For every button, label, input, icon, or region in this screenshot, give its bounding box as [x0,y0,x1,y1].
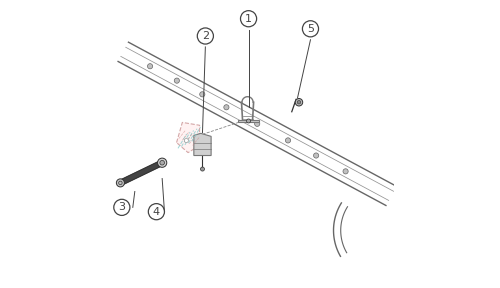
Circle shape [246,119,250,123]
Circle shape [158,158,167,167]
Circle shape [184,139,188,143]
Text: 5: 5 [307,24,314,34]
Circle shape [200,92,205,97]
Circle shape [174,78,180,83]
Text: 3: 3 [118,202,126,212]
Circle shape [343,169,348,174]
Circle shape [160,160,164,165]
Polygon shape [194,133,211,156]
Circle shape [254,121,260,126]
Polygon shape [176,122,200,153]
Circle shape [200,167,204,171]
Circle shape [286,138,290,143]
Circle shape [297,101,300,104]
Polygon shape [238,120,258,122]
Circle shape [148,64,152,69]
Circle shape [314,153,318,158]
Text: 4: 4 [153,207,160,217]
Circle shape [224,105,229,110]
Polygon shape [120,160,164,185]
Circle shape [116,179,124,187]
Circle shape [295,98,302,106]
Text: 2: 2 [202,31,209,41]
Text: 1: 1 [245,14,252,24]
